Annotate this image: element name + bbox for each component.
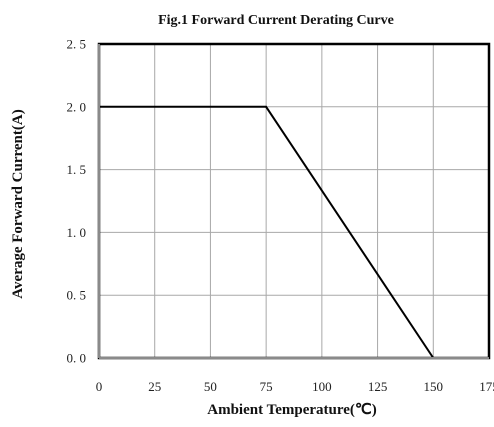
y-axis-label: Average Forward Current(A) — [10, 109, 26, 298]
x-tick-label: 75 — [260, 379, 273, 394]
x-tick-label: 0 — [96, 379, 103, 394]
chart-title: Fig.1 Forward Current Derating Curve — [158, 13, 394, 28]
grid-lines — [99, 44, 489, 358]
y-tick-label: 0. 0 — [67, 351, 87, 366]
x-tick-label: 50 — [204, 379, 217, 394]
x-axis-label: Ambient Temperature(℃) — [207, 402, 376, 418]
y-tick-labels: 0. 0 0. 5 1. 0 1. 5 2. 0 2. 5 — [67, 37, 87, 366]
y-tick-label: 0. 5 — [67, 288, 87, 303]
x-tick-labels: 0 25 50 75 100 125 150 175 — [96, 379, 494, 394]
y-tick-label: 2. 5 — [67, 37, 87, 52]
x-tick-label: 150 — [424, 379, 444, 394]
y-tick-label: 2. 0 — [67, 99, 87, 114]
y-tick-label: 1. 0 — [67, 225, 87, 240]
derating-curve-line — [99, 105, 435, 359]
x-tick-label: 175 — [479, 379, 494, 394]
x-tick-label: 100 — [312, 379, 332, 394]
plot-area — [99, 105, 435, 359]
plot-frame — [97, 42, 491, 360]
x-tick-label: 125 — [368, 379, 388, 394]
x-tick-label: 25 — [148, 379, 161, 394]
y-tick-label: 1. 5 — [67, 162, 87, 177]
